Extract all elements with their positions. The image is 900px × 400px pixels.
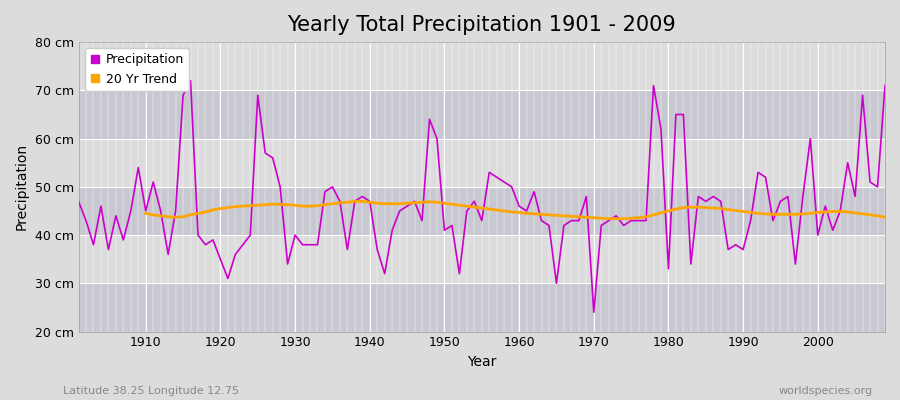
X-axis label: Year: Year	[467, 355, 497, 369]
20 Yr Trend	[879, 215, 890, 220]
Bar	[78, 187, 885, 235]
Line: Precipitation: Precipitation	[78, 81, 885, 312]
20 Yr Trend	[589, 215, 599, 220]
Bar	[78, 283, 885, 332]
Precipitation	[618, 223, 629, 228]
20 Yr Trend	[528, 212, 539, 216]
Bar	[78, 42, 885, 90]
Precipitation	[879, 83, 890, 88]
20 Yr Trend	[349, 199, 360, 204]
Bar	[78, 139, 885, 187]
Bar	[78, 235, 885, 283]
Precipitation	[133, 165, 144, 170]
20 Yr Trend	[857, 212, 868, 216]
20 Yr Trend	[140, 211, 151, 216]
20 Yr Trend	[603, 216, 614, 221]
Precipitation	[521, 208, 532, 213]
Line: 20 Yr Trend: 20 Yr Trend	[146, 201, 885, 219]
Precipitation	[349, 199, 360, 204]
Title: Yearly Total Precipitation 1901 - 2009: Yearly Total Precipitation 1901 - 2009	[287, 15, 676, 35]
Bar	[78, 90, 885, 139]
Precipitation	[304, 242, 315, 247]
20 Yr Trend	[283, 202, 293, 207]
Precipitation	[514, 204, 525, 208]
Text: worldspecies.org: worldspecies.org	[778, 386, 873, 396]
Text: Latitude 38.25 Longitude 12.75: Latitude 38.25 Longitude 12.75	[63, 386, 239, 396]
20 Yr Trend	[835, 209, 846, 214]
Precipitation	[185, 78, 196, 83]
Precipitation	[589, 310, 599, 315]
Precipitation	[73, 199, 84, 204]
Y-axis label: Precipitation: Precipitation	[15, 143, 29, 230]
20 Yr Trend	[312, 203, 323, 208]
Legend: Precipitation, 20 Yr Trend: Precipitation, 20 Yr Trend	[85, 48, 189, 91]
